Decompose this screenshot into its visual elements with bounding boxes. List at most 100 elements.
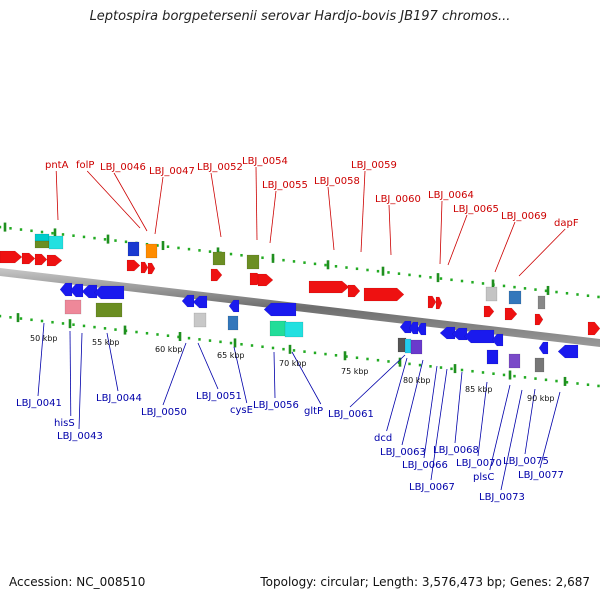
- gene-label-top: LBJ_0060: [375, 194, 421, 205]
- track-dot: [544, 289, 548, 293]
- leader-line: [439, 200, 443, 265]
- track-dot: [565, 291, 569, 295]
- gene-label-bottom: LBJ_0073: [479, 492, 525, 503]
- leader-line: [106, 332, 119, 392]
- track-dot: [240, 253, 243, 257]
- scale-tick: [271, 253, 275, 263]
- leader-line: [55, 170, 59, 221]
- track-dot: [450, 367, 453, 371]
- leader-line: [233, 346, 248, 404]
- scale-tick: [106, 234, 110, 244]
- track-dot: [439, 366, 443, 369]
- map-title: Leptospira borgpetersenii serovar Hardjo…: [89, 9, 511, 24]
- forward-gene: [483, 305, 495, 318]
- track-dot: [555, 379, 558, 383]
- scale-tick: [491, 279, 495, 289]
- lower-dot-track: [0, 314, 600, 388]
- reverse-gene: [538, 341, 549, 355]
- track-dot: [40, 230, 44, 234]
- leader-line: [154, 176, 164, 235]
- track-dot: [513, 285, 516, 289]
- gene-label-bottom: LBJ_0066: [402, 460, 448, 471]
- reverse-gene: [228, 299, 240, 313]
- scale-tick-label: 60 kbp: [155, 345, 183, 354]
- reverse-gene: [416, 322, 427, 336]
- box-feature: [127, 241, 140, 257]
- track-dot: [219, 340, 222, 344]
- box-feature: [485, 286, 498, 302]
- reverse-gene: [192, 295, 208, 309]
- scale-tick: [123, 325, 127, 335]
- track-dot: [439, 277, 443, 280]
- scale-tick: [3, 222, 7, 232]
- box-feature: [95, 302, 123, 318]
- accession-text: Accession: NC_008510: [9, 575, 146, 589]
- track-dot: [502, 284, 506, 288]
- track-dot: [523, 287, 527, 290]
- gene-label-bottom: LBJ_0067: [409, 482, 455, 493]
- box-feature: [404, 338, 412, 354]
- leader-line: [273, 351, 276, 399]
- leader-line: [524, 388, 536, 455]
- track-dot: [51, 231, 54, 235]
- leader-line: [454, 371, 463, 444]
- scale-tick: [178, 332, 182, 342]
- track-dot: [555, 290, 558, 294]
- track-dot: [523, 376, 527, 379]
- forward-gene: [587, 321, 600, 336]
- leader-line: [494, 221, 516, 273]
- track-dot: [124, 240, 128, 244]
- track-dot: [156, 333, 159, 336]
- scale-tick-label: 55 kbp: [92, 338, 120, 347]
- gene-label-bottom: LBJ_0051: [196, 391, 242, 402]
- reverse-gene: [439, 326, 456, 340]
- box-feature: [34, 233, 50, 242]
- reverse-gene: [557, 344, 579, 359]
- track-dot: [261, 256, 264, 260]
- track-dot: [355, 267, 359, 271]
- scale-tick-label: 70 kbp: [279, 359, 307, 368]
- reverse-gene: [263, 302, 297, 317]
- gene-label-top: LBJ_0047: [149, 166, 195, 177]
- scale-tick: [546, 285, 550, 295]
- scale-tick: [563, 376, 567, 386]
- track-dot: [229, 252, 233, 256]
- box-feature: [212, 251, 226, 266]
- scale-tick: [16, 313, 20, 323]
- forward-gene: [21, 252, 36, 265]
- track-dot: [387, 271, 390, 274]
- track-dot: [177, 335, 180, 339]
- leader-line: [197, 342, 219, 390]
- gene-label-top: folP: [76, 160, 94, 171]
- box-feature: [284, 321, 304, 338]
- gene-label-top: LBJ_0046: [100, 162, 146, 173]
- leader-line: [255, 166, 258, 241]
- track-dot: [450, 278, 453, 282]
- gene-label-bottom: cysE: [230, 405, 253, 416]
- scale-tick: [326, 260, 330, 270]
- genome-stats-text: Topology: circular; Length: 3,576,473 bp…: [260, 575, 590, 589]
- scale-tick: [233, 338, 237, 348]
- track-dot: [597, 384, 600, 388]
- track-dot: [376, 358, 380, 362]
- track-dot: [250, 344, 254, 347]
- box-feature: [537, 295, 546, 310]
- track-dot: [187, 247, 191, 251]
- box-feature: [193, 312, 207, 328]
- scale-tick: [508, 370, 512, 380]
- forward-gene: [257, 273, 274, 287]
- scale-tick: [453, 364, 457, 374]
- gene-label-bottom: LBJ_0063: [380, 447, 426, 458]
- track-dot: [408, 273, 411, 277]
- forward-gene: [435, 296, 443, 310]
- leader-line: [69, 330, 72, 417]
- track-dot: [30, 318, 33, 322]
- track-dot: [208, 339, 212, 342]
- reverse-gene: [181, 294, 195, 308]
- gene-label-top: LBJ_0065: [453, 204, 499, 215]
- leader-line: [349, 354, 406, 408]
- box-feature: [508, 290, 522, 305]
- forward-gene: [210, 268, 223, 282]
- track-dot: [19, 228, 23, 231]
- leader-line: [388, 204, 392, 256]
